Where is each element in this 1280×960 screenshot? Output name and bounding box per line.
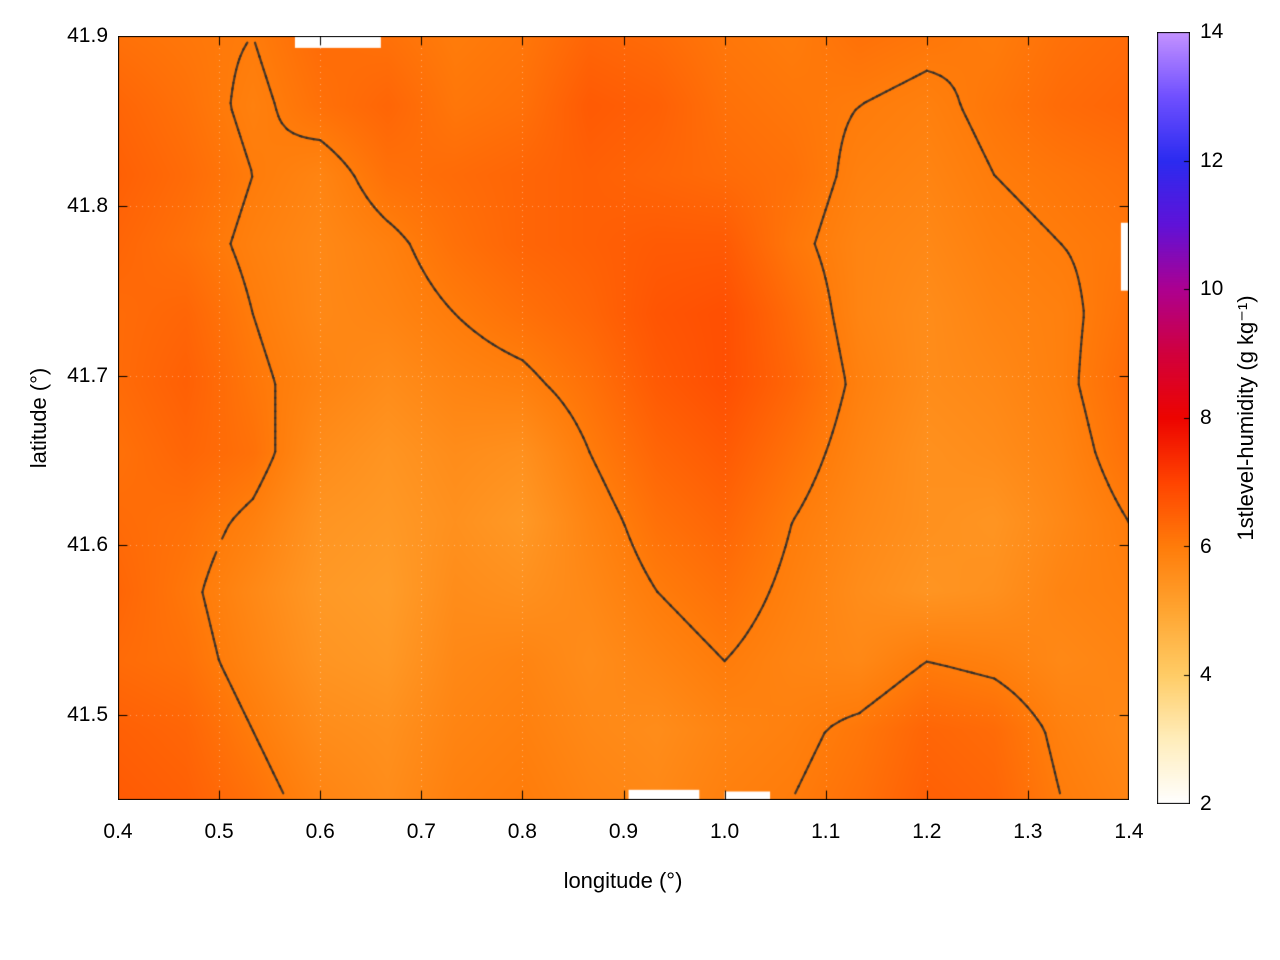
x-tick-label: 0.6 (305, 820, 335, 843)
colorbar-canvas (1157, 32, 1190, 804)
x-tick-label: 0.4 (103, 820, 133, 843)
colorbar-tick-label: 12 (1200, 148, 1224, 172)
y-tick-label: 41.7 (67, 363, 108, 387)
x-tick-label: 0.5 (204, 820, 234, 843)
y-tick-label: 41.6 (67, 533, 108, 557)
colorbar-label: 1stlevel-humidity (g kg⁻¹) (1233, 295, 1258, 541)
y-tick-label: 41.9 (67, 24, 108, 47)
colorbar-tick-label: 6 (1200, 534, 1212, 558)
x-axis-label: longitude (°) (563, 868, 683, 893)
y-tick-label: 41.8 (67, 193, 108, 217)
x-tick-label: 0.8 (507, 820, 537, 843)
x-tick-label: 1.0 (709, 820, 740, 843)
x-tick-label: 0.9 (608, 820, 639, 843)
y-tick-label: 41.5 (67, 703, 108, 727)
heatmap-canvas (118, 36, 1129, 800)
colorbar-tick-label: 4 (1200, 663, 1212, 687)
x-tick-label: 1.4 (1114, 820, 1144, 843)
y-axis-label: latitude (°) (26, 367, 51, 469)
colorbar-tick-label: 14 (1200, 20, 1224, 43)
x-tick-label: 1.1 (811, 820, 841, 843)
x-tick-label: 1.2 (912, 820, 942, 843)
x-tick-label: 1.3 (1013, 820, 1043, 843)
colorbar-tick-label: 8 (1200, 406, 1212, 429)
colorbar-tick-label: 10 (1200, 277, 1224, 301)
colorbar-tick-label: 2 (1200, 792, 1212, 815)
x-tick-label: 0.7 (406, 820, 436, 843)
